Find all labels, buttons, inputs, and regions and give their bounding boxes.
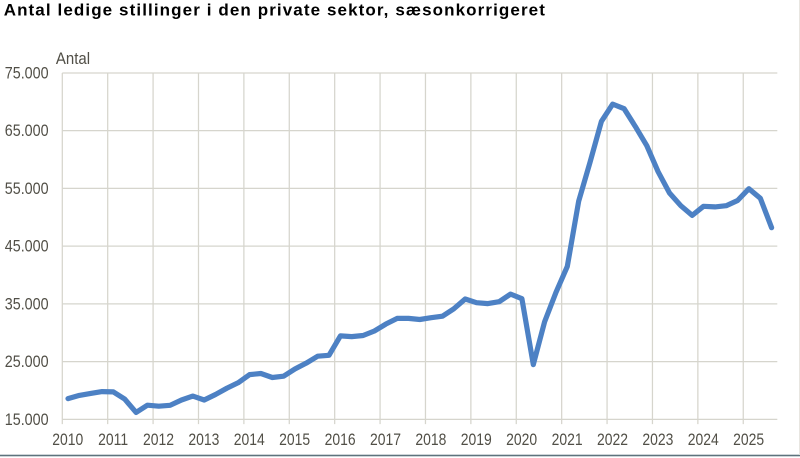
svg-text:2012: 2012 xyxy=(143,431,174,449)
svg-text:2018: 2018 xyxy=(415,431,446,449)
svg-text:2021: 2021 xyxy=(552,431,583,449)
svg-text:2019: 2019 xyxy=(461,431,492,449)
svg-text:2015: 2015 xyxy=(279,431,310,449)
svg-text:2010: 2010 xyxy=(52,431,83,449)
svg-text:2024: 2024 xyxy=(688,431,719,449)
svg-text:2022: 2022 xyxy=(597,431,628,449)
svg-text:Antal ledige stillinger i den: Antal ledige stillinger i den private se… xyxy=(4,1,546,20)
svg-text:55.000: 55.000 xyxy=(5,180,49,198)
svg-text:2020: 2020 xyxy=(506,431,537,449)
svg-text:15.000: 15.000 xyxy=(5,411,49,429)
svg-text:2014: 2014 xyxy=(234,431,265,449)
svg-text:2016: 2016 xyxy=(325,431,356,449)
svg-text:2013: 2013 xyxy=(188,431,219,449)
svg-text:25.000: 25.000 xyxy=(5,353,49,371)
svg-text:2023: 2023 xyxy=(642,431,673,449)
svg-text:45.000: 45.000 xyxy=(5,238,49,256)
svg-text:2017: 2017 xyxy=(370,431,401,449)
svg-text:2025: 2025 xyxy=(733,431,764,449)
svg-text:Antal: Antal xyxy=(56,50,90,68)
svg-text:75.000: 75.000 xyxy=(5,65,49,83)
svg-text:2011: 2011 xyxy=(98,431,128,449)
svg-text:35.000: 35.000 xyxy=(5,296,49,314)
svg-text:65.000: 65.000 xyxy=(5,122,49,140)
